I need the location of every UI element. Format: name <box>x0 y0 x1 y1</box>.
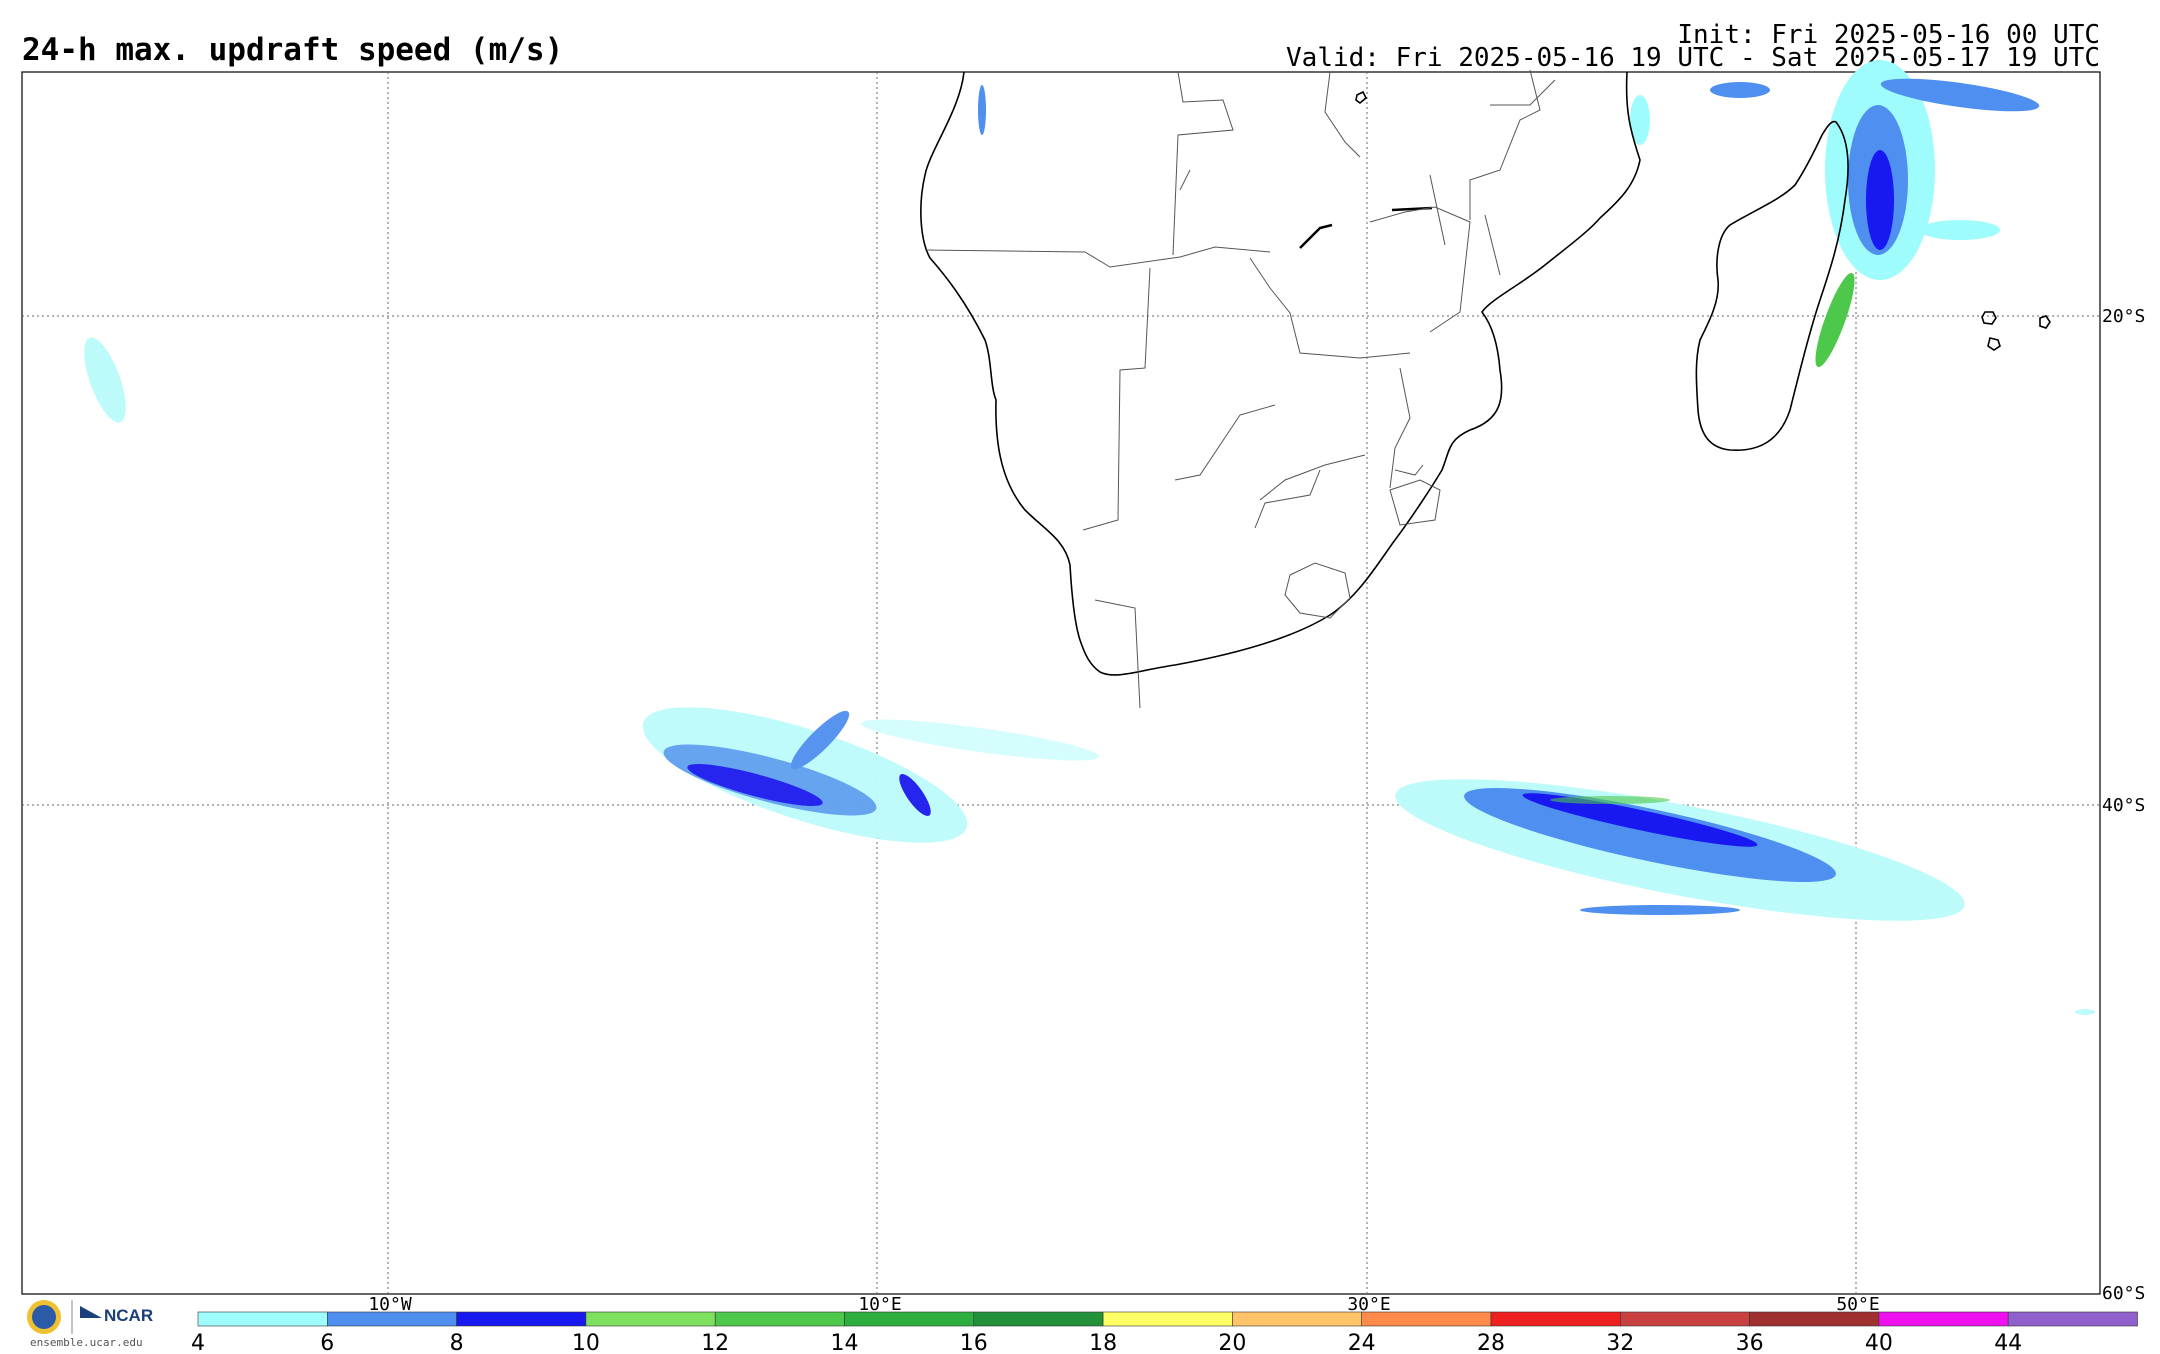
colorbar-tick-label: 6 <box>320 1331 334 1354</box>
colorbar-segment <box>973 1311 1104 1327</box>
updraft-shading <box>84 60 2095 1015</box>
colorbar-segment <box>1361 1311 1492 1327</box>
shading-misc <box>84 85 2095 1015</box>
colorbar-tick-label: 32 <box>1606 1331 1634 1354</box>
lat-label-40s: 40°S <box>2102 795 2145 816</box>
colorbar-segment <box>1232 1311 1363 1327</box>
lake-victoria-island <box>1355 90 1367 105</box>
lake-kariba <box>1299 223 1333 249</box>
colorbar-tick-label: 20 <box>1218 1331 1246 1354</box>
lon-label-10w: 10°W <box>368 1294 412 1315</box>
lat-label-20s: 20°S <box>2102 306 2145 327</box>
init-time: Init: Fri 2025-05-16 00 UTC <box>1677 20 2100 50</box>
lon-label-10e: 10°E <box>858 1294 901 1315</box>
lon-label-50e: 50°E <box>1836 1294 1879 1315</box>
colorbar-segment <box>1102 1311 1233 1327</box>
shading-cluster-madagascar <box>1710 60 2040 368</box>
colorbar-tick-label: 10 <box>572 1331 600 1354</box>
colorbar-tick-label: 44 <box>1994 1331 2022 1354</box>
mauritius-island <box>2039 315 2051 329</box>
colorbar-segment <box>2007 1311 2138 1327</box>
lat-labels: 20°S 40°S 60°S <box>2102 306 2145 1304</box>
lon-labels: 10°W 10°E 30°E 50°E <box>368 1294 1879 1315</box>
nsf-logo <box>27 1300 102 1334</box>
comoros-island <box>1981 311 1997 325</box>
colorbar-segment <box>456 1311 587 1327</box>
ncar-logo-text: NCAR <box>104 1306 154 1325</box>
shading-cluster-indian <box>1395 779 1965 921</box>
colorbar-tick-label: 4 <box>191 1331 205 1354</box>
graticule <box>22 72 2100 1294</box>
colorbar-segment <box>714 1311 845 1327</box>
colorbar-tick-label: 8 <box>450 1331 464 1354</box>
country-borders <box>924 69 1556 709</box>
map-title: 24-h max. updraft speed (m/s) <box>22 32 564 68</box>
madagascar-coastline <box>1695 120 1849 451</box>
reunion-island <box>1987 337 2001 351</box>
colorbar-segment <box>197 1311 328 1327</box>
colorbar-tick-label: 16 <box>960 1331 988 1354</box>
colorbar-tick-label: 40 <box>1865 1331 1893 1354</box>
africa-coastline <box>920 71 1641 676</box>
shading-cluster-atlantic <box>642 707 1099 843</box>
colorbar-tick-label: 24 <box>1348 1331 1376 1354</box>
colorbar-segment <box>1749 1311 1880 1327</box>
colorbar-tick-label: 12 <box>701 1331 729 1354</box>
colorbar-tick-label: 36 <box>1736 1331 1764 1354</box>
colorbar-segment <box>1878 1311 2009 1327</box>
coastlines <box>920 71 2051 676</box>
colorbar-segment <box>1490 1311 1621 1327</box>
colorbar-segment <box>327 1311 457 1327</box>
colorbar-tick-label: 18 <box>1089 1331 1117 1354</box>
colorbar-segment <box>844 1311 975 1327</box>
map-frame <box>21 71 2101 1295</box>
lat-label-60s: 60°S <box>2102 1283 2145 1304</box>
colorbar-segment <box>1620 1311 1750 1327</box>
colorbar-segment <box>585 1311 716 1327</box>
lon-label-30e: 30°E <box>1347 1294 1390 1315</box>
colorbar: 4 6 8 10 12 14 16 18 20 24 28 32 36 40 44 <box>191 1311 2138 1354</box>
colorbar-tick-label: 28 <box>1477 1331 1505 1354</box>
colorbar-tick-label: 14 <box>831 1331 859 1354</box>
valid-time: Valid: Fri 2025-05-16 19 UTC - Sat 2025-… <box>1286 43 2100 73</box>
footer-url: ensemble.ucar.edu <box>30 1336 143 1349</box>
